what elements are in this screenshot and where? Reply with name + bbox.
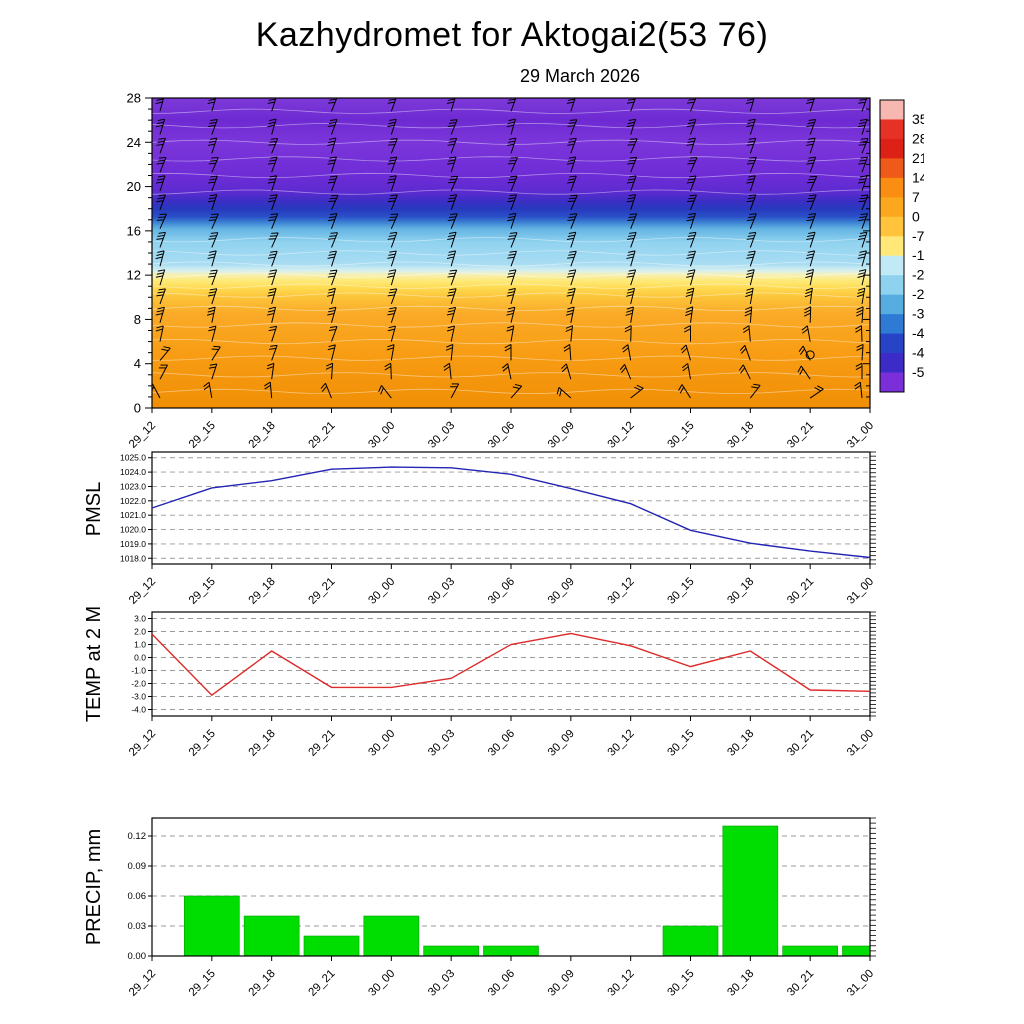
svg-text:-56: -56 — [912, 364, 924, 380]
svg-text:31_00: 31_00 — [845, 728, 876, 759]
svg-text:30_21: 30_21 — [785, 728, 816, 759]
svg-text:29_15: 29_15 — [187, 728, 218, 759]
svg-text:30_00: 30_00 — [366, 968, 397, 999]
svg-text:30_18: 30_18 — [725, 968, 756, 999]
svg-text:30_09: 30_09 — [546, 968, 577, 999]
svg-text:16: 16 — [127, 223, 141, 238]
svg-text:29_12: 29_12 — [127, 968, 158, 999]
svg-text:1023.0: 1023.0 — [120, 481, 146, 491]
svg-text:29_18: 29_18 — [247, 968, 278, 999]
svg-text:29_15: 29_15 — [187, 968, 218, 999]
svg-text:-21: -21 — [912, 267, 924, 283]
svg-text:30_03: 30_03 — [426, 576, 457, 607]
svg-text:24: 24 — [127, 135, 141, 150]
date-subtitle: 29 March 2026 — [519, 66, 641, 86]
svg-text:-3.0: -3.0 — [131, 692, 146, 702]
precip-svg: 0.00 0.03 0.06 0.09 0.12 29_12 29_15 29_18 29_21… — [127, 817, 876, 999]
svg-text:14: 14 — [912, 169, 924, 185]
svg-text:-2.0: -2.0 — [131, 679, 146, 689]
svg-text:21: 21 — [912, 150, 924, 166]
svg-text:30_06: 30_06 — [486, 728, 517, 759]
svg-text:-49: -49 — [912, 345, 924, 361]
svg-text:1.0: 1.0 — [134, 640, 146, 650]
svg-text:30_03: 30_03 — [426, 968, 457, 999]
svg-text:30_03: 30_03 — [426, 728, 457, 759]
svg-text:-35: -35 — [912, 306, 924, 322]
svg-text:28: 28 — [127, 92, 141, 106]
svg-text:30_15: 30_15 — [666, 968, 697, 999]
svg-text:1025.0: 1025.0 — [120, 453, 146, 463]
svg-text:0: 0 — [912, 208, 920, 224]
svg-text:12: 12 — [127, 268, 141, 283]
svg-text:-7: -7 — [912, 228, 924, 244]
svg-text:30_21: 30_21 — [785, 576, 816, 607]
svg-text:30_09: 30_09 — [546, 728, 577, 759]
svg-text:0.00: 0.00 — [128, 951, 147, 962]
svg-text:1024.0: 1024.0 — [120, 467, 146, 477]
svg-text:30_12: 30_12 — [606, 968, 637, 999]
svg-text:30_09: 30_09 — [546, 576, 577, 607]
svg-text:1018.0: 1018.0 — [120, 553, 146, 563]
svg-text:30_12: 30_12 — [606, 728, 637, 759]
svg-text:30_12: 30_12 — [606, 576, 637, 607]
svg-text:-28: -28 — [912, 286, 924, 302]
svg-text:3.0: 3.0 — [134, 614, 146, 624]
svg-text:29_12: 29_12 — [127, 576, 158, 607]
svg-text:1021.0: 1021.0 — [120, 510, 146, 520]
svg-text:29_15: 29_15 — [187, 576, 218, 607]
svg-text:31_00: 31_00 — [845, 968, 876, 999]
temp-panel: -4.0 -3.0 -2.0 -1.0 0.0 1.0 2.0 3.0 29_12 29_15 29… — [100, 606, 924, 766]
precip-panel: 0.00 0.03 0.06 0.09 0.12 29_12 29_15 29_18 29_21… — [100, 812, 924, 1012]
svg-text:30_15: 30_15 — [666, 576, 697, 607]
svg-text:1019.0: 1019.0 — [120, 539, 146, 549]
svg-text:29_21: 29_21 — [307, 968, 338, 999]
svg-text:-4.0: -4.0 — [131, 705, 146, 715]
svg-text:29_21: 29_21 — [307, 728, 338, 759]
svg-text:2.0: 2.0 — [134, 627, 146, 637]
pmsl-svg: 1018.0 1019.0 1020.0 1021.0 1022.0 1023.0 1024… — [120, 451, 876, 607]
svg-text:1020.0: 1020.0 — [120, 525, 146, 535]
svg-text:1022.0: 1022.0 — [120, 496, 146, 506]
svg-text:30_06: 30_06 — [486, 576, 517, 607]
svg-text:0.0: 0.0 — [134, 653, 146, 663]
svg-text:-42: -42 — [912, 325, 924, 341]
svg-text:30_15: 30_15 — [666, 728, 697, 759]
svg-text:30_00: 30_00 — [366, 728, 397, 759]
svg-text:35: 35 — [912, 111, 924, 127]
svg-text:31_00: 31_00 — [845, 576, 876, 607]
svg-text:30_00: 30_00 — [366, 576, 397, 607]
svg-text:4: 4 — [134, 356, 141, 371]
svg-text:0.06: 0.06 — [128, 891, 147, 902]
svg-text:-1.0: -1.0 — [131, 666, 146, 676]
cross-section-panel: 0 4 8 12 16 20 24 28 29_12 29_15 29_18 29_21 30_00 30… — [100, 91, 933, 456]
svg-text:20: 20 — [127, 179, 141, 194]
svg-text:0.12: 0.12 — [128, 831, 147, 842]
svg-text:7: 7 — [912, 189, 920, 205]
svg-text:30_06: 30_06 — [486, 968, 517, 999]
temp-at-2m-svg: -4.0 -3.0 -2.0 -1.0 0.0 1.0 2.0 3.0 29_12 29_15 29… — [127, 611, 876, 759]
svg-text:29_18: 29_18 — [247, 728, 278, 759]
svg-text:29_21: 29_21 — [307, 576, 338, 607]
svg-text:-14: -14 — [912, 247, 924, 263]
svg-text:8: 8 — [134, 312, 141, 327]
svg-text:0.09: 0.09 — [128, 861, 147, 872]
svg-text:30_21: 30_21 — [785, 968, 816, 999]
svg-text:28: 28 — [912, 130, 924, 146]
svg-text:29_18: 29_18 — [247, 576, 278, 607]
svg-text:30_18: 30_18 — [725, 576, 756, 607]
svg-text:30_18: 30_18 — [725, 728, 756, 759]
svg-text:0.03: 0.03 — [128, 921, 147, 932]
svg-text:0: 0 — [134, 401, 141, 416]
page-title: Kazhydromet for Aktogai2(53 76) — [255, 16, 769, 54]
pmsl-panel: 1018.0 1019.0 1020.0 1021.0 1022.0 1023.0 1024… — [100, 446, 924, 611]
svg-text:29_12: 29_12 — [127, 728, 158, 759]
